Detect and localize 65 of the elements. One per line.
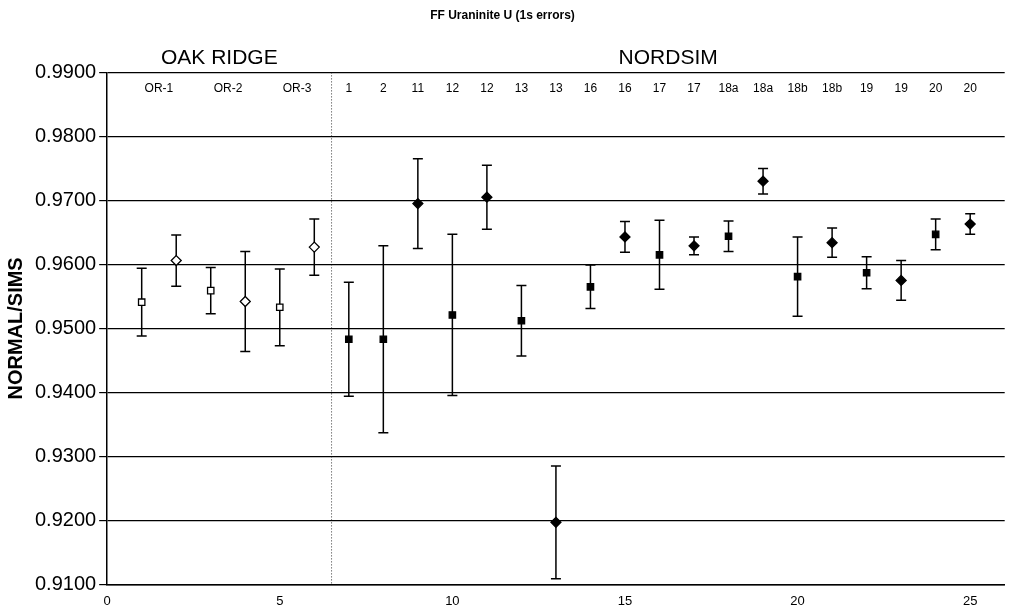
point [206,286,215,295]
point [517,316,526,325]
point [481,191,493,203]
annotation: OR-3 [282,80,312,95]
point [931,230,940,239]
point [344,335,353,344]
annotation: OR-1 [144,80,174,95]
x-tick-label: 10 [445,592,460,608]
annotation: 18b [787,80,808,95]
text: OAK RIDGE [161,44,278,68]
point [862,268,871,277]
annotation: 16 [583,80,598,95]
point [619,231,631,243]
y-tick-label: 0.9800 [35,123,97,146]
annotation: 18a [718,80,739,95]
text: NORDSIM [618,44,718,68]
point [239,295,251,308]
point [308,241,320,253]
x-tick-label: 15 [617,592,633,608]
point [550,516,562,528]
annotation: 12 [445,80,460,95]
y-axis-title: NORMAL/SIMS [3,257,26,400]
y-tick-label: 0.9900 [35,59,97,82]
point [688,240,700,252]
point [448,311,457,319]
point [757,175,769,187]
y-tick-label: 0.9500 [35,315,97,338]
x-tick-label: 25 [962,592,978,608]
point [586,282,595,291]
annotation: 16 [618,80,632,95]
x-tick-label: 0 [103,592,111,608]
annotation: 20 [963,80,978,95]
annotation: 19 [859,80,874,95]
x-tick-label: 20 [790,592,805,608]
annotation: 17 [687,80,702,95]
annotation: 19 [894,80,909,95]
point [724,232,733,241]
point [275,303,284,312]
annotation: 1 [345,80,353,95]
point [964,218,976,230]
point [895,274,907,287]
point [826,236,838,249]
chart-title: FF Uraninite U (1s errors) [430,7,575,22]
annotation: 17 [652,80,667,95]
y-tick-label: 0.9400 [35,379,97,402]
point [655,250,664,259]
y-tick-label: 0.9600 [35,251,97,274]
annotation: 18a [753,80,774,95]
annotation: 13 [549,80,563,95]
y-tick-label: 0.9300 [35,443,97,466]
point [412,197,424,210]
point [137,298,146,306]
point [170,254,182,267]
annotation: 13 [514,80,529,95]
y-tick-label: 0.9100 [35,571,97,594]
annotation: 2 [379,80,387,95]
annotation: 18b [822,80,843,95]
annotation: 12 [480,80,494,95]
y-tick-label: 0.9200 [35,507,97,530]
point [379,335,388,344]
annotation: 20 [928,80,943,95]
annotation: 11 [411,80,425,95]
annotation: OR-2 [213,80,243,95]
x-tick-label: 5 [276,592,284,608]
y-tick-label: 0.9700 [35,187,97,210]
